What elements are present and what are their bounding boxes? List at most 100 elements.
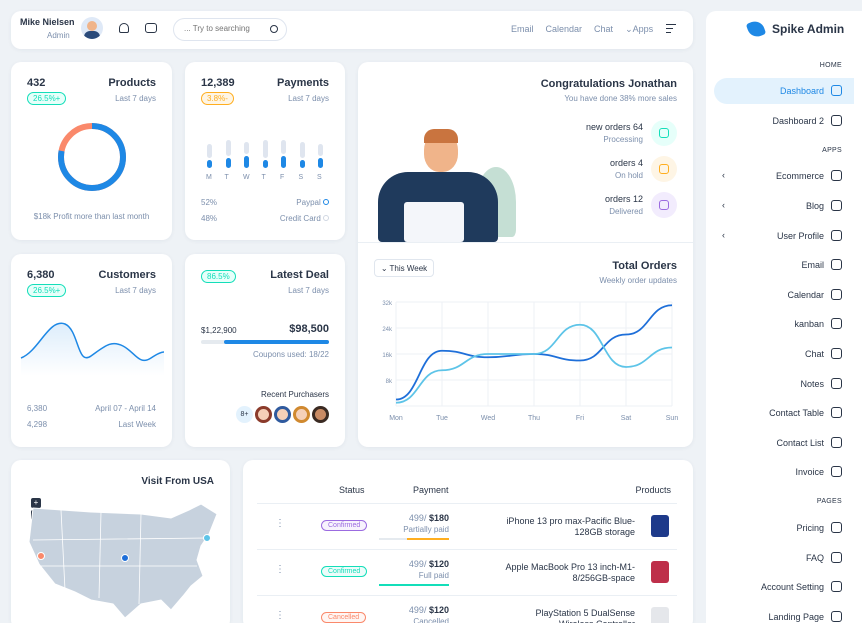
order-status-icon: [651, 120, 677, 146]
header-link-apps[interactable]: ⌄Apps: [625, 24, 654, 34]
col-status: Status: [339, 485, 365, 495]
header-link-email[interactable]: Email: [511, 24, 534, 34]
congrats-card: Congratulations Jonathan You have done 3…: [358, 62, 693, 447]
payments-title: Payments: [277, 77, 329, 89]
sidebar-item-kanban[interactable]: kanban: [714, 311, 854, 337]
sidebar-item-dashboard[interactable]: Dashboard: [714, 78, 854, 104]
nav-icon: [831, 348, 842, 359]
nav-icon: [831, 522, 842, 533]
header-link-chat[interactable]: Chat: [594, 24, 614, 34]
payment-bar: [318, 128, 323, 168]
col-payment: Payment: [413, 485, 449, 495]
map-marker: [121, 554, 129, 562]
order-stat-item: orders 12 Delivered: [527, 192, 677, 220]
orders-chart: Mon Tue Wed Thu Fri Sat Sun 32k 24k 16k 8k: [382, 301, 678, 422]
product-name[interactable]: iPhone 13 pro max-Pacific Blue-128GB sto…: [506, 516, 635, 537]
sidebar-item-user-profile[interactable]: ‹ User Profile: [714, 223, 854, 249]
product-thumbnail: [651, 561, 669, 583]
chat-icon[interactable]: [145, 23, 157, 33]
search-bar[interactable]: [173, 18, 287, 41]
paypal-radio-icon[interactable]: [323, 199, 329, 205]
order-stat-item: new orders 64 Processing: [527, 120, 677, 148]
sidebar-item-chat[interactable]: Chat: [714, 341, 854, 367]
day-label: W: [243, 174, 250, 181]
sidebar-item-pricing[interactable]: Pricing: [714, 515, 854, 541]
nav-icon: [831, 115, 842, 126]
payment-bar: [225, 128, 231, 168]
sidebar-item-dashboard-2[interactable]: Dashboard 2: [714, 108, 854, 134]
recent-purchasers-label: Recent Purchasers: [260, 390, 329, 399]
sidebar-item-contact-list[interactable]: Contact List: [714, 430, 854, 456]
product-name[interactable]: Apple MacBook Pro 13 inch-M1-8/256GB-spa…: [505, 562, 635, 583]
search-input[interactable]: [184, 24, 266, 33]
sidebar-item-blog[interactable]: ‹ Blog: [714, 193, 854, 219]
deal-left-value: $1,22,900: [201, 326, 237, 335]
products-donut: [58, 123, 126, 191]
customers-value: 6,380: [27, 269, 55, 281]
payment-progress: [379, 538, 449, 540]
payment-bar: [281, 128, 286, 168]
brand-logo-icon: [745, 18, 767, 40]
menu-icon[interactable]: [666, 24, 676, 34]
customers-title: Customers: [98, 269, 156, 281]
payments-badge: 3.8%-: [201, 92, 234, 105]
payment-note: Full paid: [418, 571, 449, 580]
sidebar-item-landing-page[interactable]: Landing Page: [714, 604, 854, 623]
avatar[interactable]: [255, 406, 272, 423]
customers-badge: 26.5%+: [27, 284, 67, 297]
avatar[interactable]: [81, 17, 103, 39]
sidebar-item-account-setting[interactable]: Account Setting: [714, 574, 854, 600]
usa-map[interactable]: [21, 500, 221, 620]
y-tick-label: 8k: [386, 379, 393, 385]
zoom-in-button[interactable]: +: [31, 498, 41, 508]
illustration-character: [366, 129, 526, 242]
chevron-left-icon: ‹: [722, 200, 725, 210]
sidebar-item-notes[interactable]: Notes: [714, 371, 854, 397]
nav-icon: [831, 85, 842, 96]
day-label: T: [261, 174, 266, 181]
products-title: Products: [108, 77, 156, 89]
status-badge: Confirmed: [321, 566, 368, 577]
order-status-icon: [651, 192, 677, 218]
header-link-calendar[interactable]: Calendar: [545, 24, 583, 34]
card-radio-icon[interactable]: [323, 215, 329, 221]
nav-section-pages: PAGES: [816, 498, 842, 505]
nav-icon: [831, 407, 842, 418]
sidebar-item-contact-table[interactable]: Contact Table: [714, 400, 854, 426]
products-period: Last 7 days: [115, 94, 156, 103]
product-name[interactable]: PlayStation 5 DualSense Wireless Control…: [535, 608, 635, 623]
more-vertical-icon[interactable]: ⋮: [275, 564, 285, 575]
avatar[interactable]: [274, 406, 291, 423]
product-thumbnail: [651, 515, 669, 537]
search-icon[interactable]: [270, 25, 278, 33]
customers-sparkline: [20, 322, 164, 376]
more-vertical-icon[interactable]: ⋮: [275, 518, 285, 529]
table-row: ⋮ Confirmed 499/ $180 Partially paid iPhone …: [257, 503, 677, 549]
more-purchasers-badge[interactable]: 8+: [236, 406, 253, 423]
day-label: S: [298, 174, 304, 181]
sidebar-item-faq[interactable]: FAQ: [714, 545, 854, 571]
payment-bar: [262, 128, 268, 168]
bell-icon[interactable]: [119, 23, 129, 33]
more-vertical-icon[interactable]: ⋮: [275, 610, 285, 621]
table-row: ⋮ Cancelled 499/ $120 Cancelled PlayStation …: [257, 595, 677, 623]
sidebar-item-calendar[interactable]: Calendar: [714, 282, 854, 308]
filter-dropdown[interactable]: ⌄ This Week: [374, 259, 434, 277]
map-title: Visit From USA: [141, 476, 214, 487]
y-tick-label: 24k: [382, 327, 393, 333]
sidebar-item-ecommerce[interactable]: ‹ Ecommerce: [714, 163, 854, 189]
nav-icon: [831, 318, 842, 329]
avatar[interactable]: [293, 406, 310, 423]
payment-note: Cancelled: [413, 617, 449, 623]
nav-icon: [831, 230, 842, 241]
sidebar-item-invoice[interactable]: Invoice: [714, 459, 854, 485]
sidebar-item-email[interactable]: Email: [714, 252, 854, 278]
payment-amount: 499/ $120: [408, 559, 449, 569]
payment-bar: [299, 128, 305, 168]
nav-icon: [831, 552, 842, 563]
purchaser-avatars: 8+: [236, 406, 329, 423]
avatar[interactable]: [312, 406, 329, 423]
x-tick-label: Fri: [576, 415, 585, 422]
deal-title: Latest Deal: [270, 269, 329, 281]
